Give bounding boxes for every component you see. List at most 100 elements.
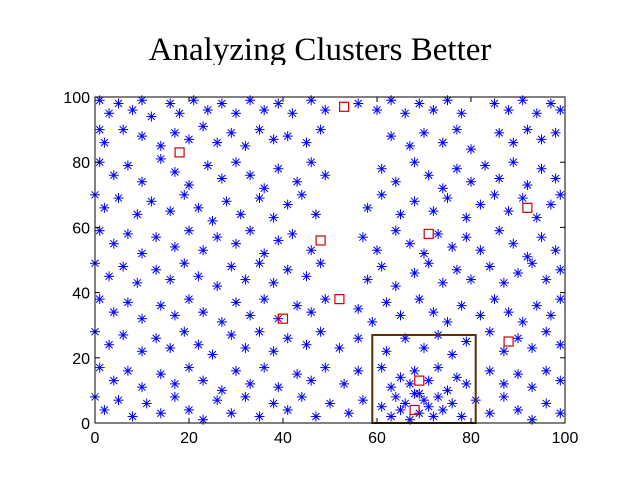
data-point: [310, 411, 321, 422]
data-point: [240, 274, 251, 285]
data-point: [498, 277, 509, 288]
data-point: [268, 398, 279, 409]
data-point: [155, 140, 166, 151]
data-point: [390, 225, 401, 236]
data-point: [545, 310, 556, 321]
data-point: [146, 111, 157, 122]
x-tick-label: 20: [180, 430, 198, 447]
data-point: [517, 316, 528, 327]
data-point: [231, 365, 241, 376]
data-point: [409, 365, 420, 376]
data-point: [179, 258, 190, 269]
data-point: [184, 294, 194, 305]
data-point: [423, 170, 434, 181]
data-point: [320, 170, 331, 181]
data-point: [132, 209, 143, 220]
data-point: [376, 163, 387, 174]
data-point: [433, 228, 444, 239]
data-point: [254, 411, 265, 422]
data-point: [480, 160, 491, 171]
data-point: [165, 206, 176, 217]
data-point: [231, 157, 241, 168]
data-point: [419, 248, 429, 259]
data-point: [169, 378, 180, 389]
data-point: [127, 411, 138, 422]
data-point: [353, 333, 364, 344]
data-point: [137, 131, 147, 142]
data-point: [498, 378, 509, 389]
data-point: [282, 264, 293, 275]
data-point: [108, 375, 119, 386]
data-point: [466, 274, 476, 285]
data-point: [386, 131, 397, 142]
data-point: [174, 108, 185, 119]
data-point: [531, 300, 542, 311]
data-point: [127, 105, 138, 116]
data-point: [296, 189, 307, 200]
data-point: [198, 307, 209, 318]
data-point: [226, 329, 237, 340]
data-point: [508, 157, 519, 168]
data-point: [184, 362, 194, 373]
data-point: [433, 362, 444, 373]
data-point: [409, 388, 420, 399]
data-point: [419, 343, 429, 354]
data-point: [550, 127, 561, 138]
data-point: [118, 329, 129, 340]
data-point: [155, 408, 166, 419]
data-point: [522, 124, 533, 135]
data-point: [428, 411, 439, 422]
x-tick-label: 0: [91, 430, 100, 447]
data-point: [132, 277, 143, 288]
data-point: [169, 310, 180, 321]
data-point: [390, 176, 401, 187]
data-point: [146, 196, 157, 207]
data-point: [184, 225, 194, 236]
data-point: [179, 326, 190, 337]
data-point: [513, 369, 523, 380]
data-point: [226, 127, 237, 138]
data-point: [273, 235, 284, 246]
data-point: [400, 398, 411, 409]
data-point: [226, 408, 237, 419]
data-point: [108, 170, 119, 181]
data-point: [395, 404, 406, 415]
data-point: [151, 333, 162, 344]
data-point: [423, 401, 434, 412]
data-point: [536, 134, 547, 145]
data-point: [484, 261, 495, 272]
data-point: [423, 258, 434, 269]
data-point: [104, 108, 115, 119]
data-point: [151, 264, 162, 275]
data-point: [212, 137, 223, 148]
y-tick-label: 40: [72, 286, 90, 303]
data-point: [484, 326, 495, 337]
center-marker: [315, 235, 326, 246]
data-point: [414, 98, 425, 109]
data-point: [475, 199, 486, 210]
data-point: [484, 408, 495, 419]
data-point: [254, 193, 265, 204]
data-point: [268, 346, 279, 357]
data-point: [141, 398, 152, 409]
data-point: [555, 339, 566, 350]
data-point: [155, 300, 166, 311]
data-point: [428, 105, 439, 116]
data-point: [555, 294, 566, 305]
center-marker: [503, 336, 514, 347]
data-point: [489, 98, 500, 109]
data-point: [259, 362, 270, 373]
y-tick-label: 60: [72, 220, 90, 237]
axes-frame: [94, 96, 566, 424]
data-point: [414, 294, 425, 305]
data-point: [320, 105, 331, 116]
data-point: [268, 277, 279, 288]
data-point: [555, 264, 566, 275]
data-point: [151, 232, 162, 243]
center-marker: [277, 313, 289, 324]
data-point: [94, 124, 105, 135]
data-point: [376, 401, 387, 412]
center-marker: [414, 375, 425, 386]
data-point: [555, 375, 566, 386]
data-point: [419, 127, 429, 138]
